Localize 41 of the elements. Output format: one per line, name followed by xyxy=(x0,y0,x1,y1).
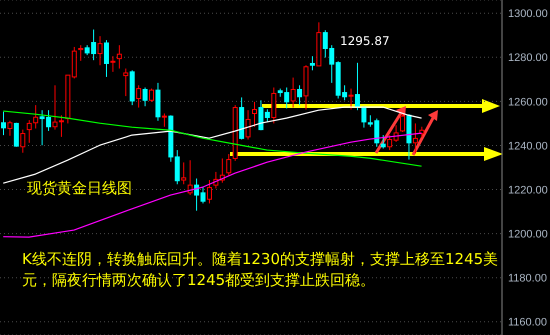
candlestick xyxy=(104,40,109,78)
candlestick xyxy=(136,84,142,108)
candlestick xyxy=(252,101,257,128)
candlestick xyxy=(149,88,154,102)
candlestick xyxy=(380,134,386,150)
y-tick-label: 1240.00 xyxy=(508,140,548,152)
candlestick xyxy=(348,88,354,110)
y-tick-label: 1280.00 xyxy=(508,52,548,64)
candlestick xyxy=(78,44,84,62)
candlestick xyxy=(162,113,167,128)
candlestick xyxy=(7,120,12,136)
candlestick xyxy=(123,68,128,97)
y-tick-label: 1260.00 xyxy=(508,96,548,108)
candlestick xyxy=(14,122,19,148)
candlestick xyxy=(206,180,212,204)
candlestick xyxy=(412,122,418,154)
candlestick xyxy=(400,113,406,133)
candlestick xyxy=(310,56,315,71)
candlestick xyxy=(116,44,122,70)
candlestick xyxy=(290,77,296,108)
candlestick xyxy=(297,84,302,106)
line-series xyxy=(2,110,422,167)
candlestick xyxy=(1,111,6,136)
y-tick-label: 1220.00 xyxy=(508,184,548,196)
candlestick xyxy=(181,162,186,185)
candlestick xyxy=(98,36,103,66)
candlestick xyxy=(20,129,26,154)
candlestick xyxy=(142,86,148,107)
annotation: 现货黄金日线图 xyxy=(27,178,132,198)
candlestick xyxy=(361,106,366,128)
y-tick-label: 1180.00 xyxy=(508,272,547,285)
candlestick xyxy=(354,62,360,111)
candlestick xyxy=(246,110,251,140)
annotation: K线不连阴，转换触底回升。随着1230的支撑幅射，支撑上移至1245美元，隔夜行情两次确认了1245都受到支撑止跌回稳。 xyxy=(22,249,500,291)
candlestick xyxy=(188,160,193,196)
y-tick-label: 1300.00 xyxy=(508,8,548,20)
annotation: 1295.87 xyxy=(340,34,390,48)
candlestick xyxy=(226,154,232,176)
y-tick-label: 1160.00 xyxy=(508,316,547,329)
y-tick-label: 1200.00 xyxy=(508,228,548,241)
candlestick xyxy=(110,56,116,72)
